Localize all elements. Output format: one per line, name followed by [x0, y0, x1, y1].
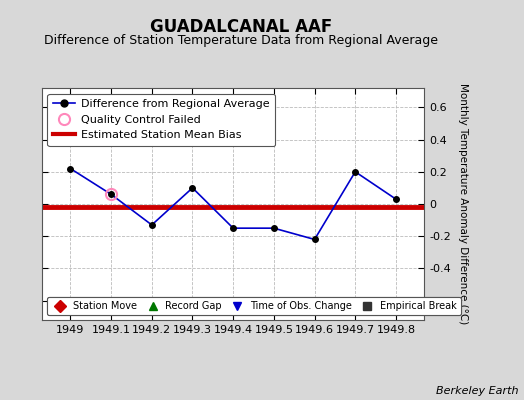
Text: Berkeley Earth: Berkeley Earth	[436, 386, 519, 396]
Y-axis label: Monthly Temperature Anomaly Difference (°C): Monthly Temperature Anomaly Difference (…	[458, 83, 468, 325]
Text: GUADALCANAL AAF: GUADALCANAL AAF	[150, 18, 332, 36]
Legend: Station Move, Record Gap, Time of Obs. Change, Empirical Break: Station Move, Record Gap, Time of Obs. C…	[47, 297, 461, 315]
Text: Difference of Station Temperature Data from Regional Average: Difference of Station Temperature Data f…	[44, 34, 438, 47]
